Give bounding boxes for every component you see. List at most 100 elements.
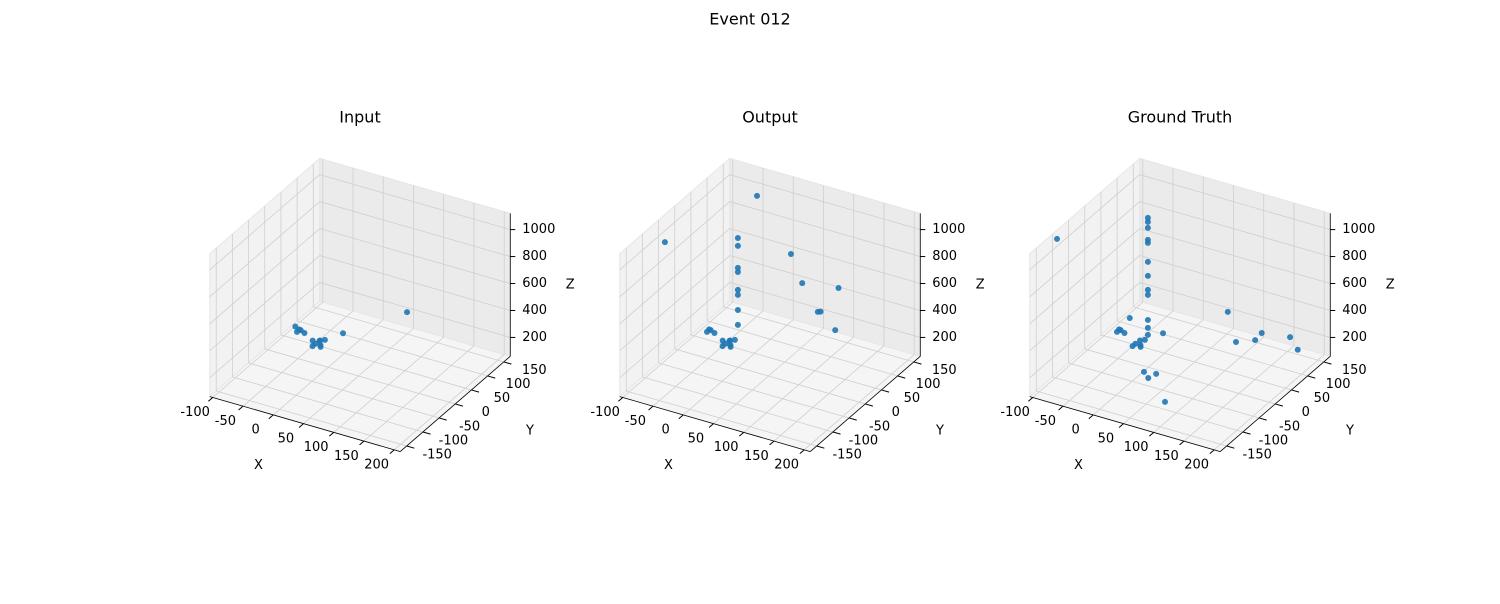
point: [726, 337, 733, 344]
tick-mark: [503, 361, 512, 365]
point: [1144, 239, 1151, 246]
y-tick-label: 100: [506, 377, 531, 392]
point: [661, 239, 668, 246]
point: [754, 192, 761, 199]
point: [1252, 337, 1259, 344]
tick-mark: [238, 405, 244, 411]
tick-mark: [1118, 423, 1124, 428]
y-axis-line: [399, 356, 511, 452]
tick-mark: [422, 431, 431, 435]
point: [727, 343, 734, 350]
tick-mark: [268, 414, 274, 420]
point: [731, 336, 738, 343]
grid-line: [619, 228, 731, 325]
x-tick-label: 200: [364, 458, 389, 473]
x-axis-line: [1029, 396, 1221, 452]
z-tick-label: 200: [1342, 330, 1367, 345]
x-tick-label: -50: [625, 414, 646, 429]
y-tick-label: 150: [932, 363, 957, 378]
y-tick-label: 100: [916, 377, 941, 392]
point: [1144, 224, 1151, 231]
grid-line: [619, 255, 731, 352]
y-tick-label: 0: [892, 405, 900, 420]
grid-line: [1068, 362, 1260, 419]
point: [1144, 291, 1151, 298]
y-tick-label: 0: [1302, 405, 1310, 420]
point: [734, 242, 741, 249]
point: [734, 234, 741, 241]
tick-mark: [913, 361, 922, 365]
point: [1233, 339, 1240, 346]
y-tick-label: 50: [494, 391, 511, 406]
grid-line: [619, 201, 731, 298]
grid-line: [729, 255, 921, 311]
x-tick-label: 200: [774, 458, 799, 473]
z-tick-label: 200: [932, 330, 957, 345]
point: [1153, 370, 1160, 377]
x-tick-label: -50: [1035, 414, 1056, 429]
x-tick-label: 100: [304, 440, 329, 455]
x-tick-label: 150: [744, 449, 769, 464]
point: [301, 330, 308, 337]
point: [817, 308, 824, 315]
grid-line: [1029, 255, 1141, 352]
x-tick-label: 0: [662, 423, 670, 438]
tick-mark: [799, 449, 805, 455]
z-tick-label: 600: [1342, 276, 1367, 291]
point: [1144, 272, 1151, 279]
point: [1113, 328, 1120, 335]
point: [1140, 368, 1147, 375]
point: [1144, 218, 1151, 225]
z-tick-label: 600: [932, 276, 957, 291]
tick-mark: [298, 423, 304, 428]
point: [1224, 308, 1231, 315]
x-axis-label: X: [1074, 458, 1083, 473]
z-tick-label: 800: [1342, 249, 1367, 264]
z-tick-label: 400: [522, 303, 547, 318]
point: [719, 337, 726, 344]
z-tick-label: 200: [522, 330, 547, 345]
z-tick-label: 800: [522, 249, 547, 264]
tick-mark: [848, 417, 857, 421]
z-tick-label: 1000: [932, 222, 965, 237]
x-tick-label: -100: [1000, 405, 1030, 420]
tick-mark: [329, 431, 335, 437]
grid-line: [1133, 306, 1324, 363]
z-axis-label: Z: [566, 277, 575, 292]
point: [734, 321, 741, 328]
x-tick-label: -50: [215, 414, 236, 429]
grid-line: [248, 362, 440, 419]
tick-mark: [1058, 405, 1064, 411]
x-axis-label: X: [664, 458, 673, 473]
x-tick-label: 0: [252, 423, 260, 438]
point: [1160, 330, 1167, 337]
y-axis-line: [809, 356, 921, 452]
grid-line: [209, 282, 321, 379]
x-axis-line: [209, 396, 401, 452]
tick-mark: [881, 389, 890, 393]
point: [787, 250, 794, 257]
grid-line: [1029, 174, 1141, 271]
subplot-title: Ground Truth: [1128, 108, 1233, 127]
x-tick-label: 0: [1072, 423, 1080, 438]
z-tick-label: 400: [1342, 303, 1367, 318]
subplot: -100-50050100150200-150-100-500501001502…: [1000, 108, 1394, 473]
grid-line: [626, 390, 817, 447]
grid-line: [723, 306, 914, 363]
point: [799, 280, 806, 287]
point: [317, 343, 324, 350]
grid-line: [232, 376, 424, 433]
tick-mark: [897, 375, 906, 379]
tick-mark: [865, 403, 874, 407]
tick-mark: [1088, 414, 1094, 420]
grid-line: [1084, 348, 1276, 405]
grid-line: [319, 282, 511, 338]
grid-line: [1139, 255, 1331, 311]
grid-line: [319, 228, 511, 284]
y-axis-label: Y: [935, 424, 944, 439]
grid-line: [619, 282, 731, 379]
grid-line: [642, 376, 834, 433]
point: [1144, 331, 1151, 338]
grid-line: [209, 228, 321, 325]
